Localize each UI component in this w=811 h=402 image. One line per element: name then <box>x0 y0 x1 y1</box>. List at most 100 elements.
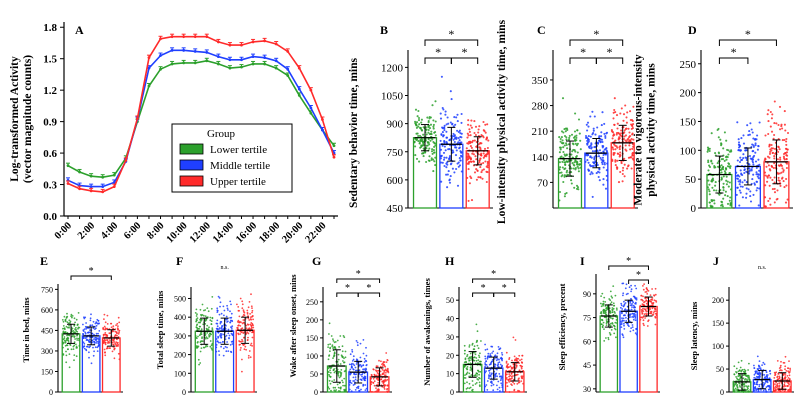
scatter-dot-lower <box>430 157 433 160</box>
scatter-dot-lower <box>195 318 198 321</box>
significance-label: * <box>89 266 94 277</box>
scatter-dot-middle <box>755 180 759 183</box>
scatter-dot-upper <box>237 324 240 327</box>
scatter-dot-middle <box>83 345 85 347</box>
scatter-dot-lower <box>727 153 730 156</box>
scatter-dot-middle <box>216 307 219 310</box>
scatter-dot-middle <box>484 362 486 364</box>
scatter-dot-middle <box>755 166 758 169</box>
scatter-dot-upper <box>781 176 784 179</box>
scatter-dot-middle <box>739 179 742 182</box>
scatter-dot-upper <box>117 328 119 331</box>
scatter-dot-middle <box>756 175 759 178</box>
scatter-dot-middle <box>445 141 448 144</box>
legend-label: Lower tertile <box>210 144 267 156</box>
scatter-dot-lower <box>63 339 66 342</box>
scatter-dot-middle <box>751 131 754 134</box>
scatter-dot-middle <box>356 359 359 361</box>
scatter-dot-lower <box>432 149 435 152</box>
scatter-dot-middle <box>353 373 355 375</box>
scatter-dot-middle <box>218 297 221 299</box>
data-point-lower <box>170 62 174 66</box>
scatter-dot-upper <box>377 388 380 391</box>
scatter-dot-upper <box>115 331 118 334</box>
scatter-dot-middle <box>453 116 456 119</box>
scatter-dot-lower <box>428 133 431 136</box>
scatter-dot-middle <box>218 313 221 316</box>
scatter-dot-upper <box>627 127 630 130</box>
scatter-dot-lower <box>335 389 338 391</box>
scatter-dot-upper <box>109 340 111 342</box>
scatter-dot-upper <box>779 156 782 159</box>
scatter-dot-lower <box>740 369 743 372</box>
scatter-dot-middle <box>748 167 751 170</box>
scatter-dot-upper <box>470 160 473 163</box>
scatter-dot-lower <box>572 163 575 166</box>
scatter-dot-lower <box>563 128 566 131</box>
scatter-dot-lower <box>476 373 479 375</box>
scatter-dot-lower <box>332 338 334 340</box>
scatter-dot-lower <box>69 343 71 346</box>
scatter-dot-upper <box>482 161 485 165</box>
scatter-dot-middle <box>748 133 751 136</box>
scatter-dot-upper <box>118 321 121 324</box>
scatter-dot-upper <box>623 135 626 138</box>
scatter-dot-middle <box>218 350 220 352</box>
scatter-dot-lower <box>341 350 344 353</box>
scatter-dot-upper <box>613 97 616 100</box>
scatter-dot-lower <box>64 320 67 323</box>
scatter-dot-lower <box>418 160 421 163</box>
scatter-dot-middle <box>460 121 463 124</box>
scatter-dot-middle <box>758 187 761 190</box>
scatter-dot-middle <box>748 154 752 158</box>
scatter-dot-upper <box>654 307 656 309</box>
scatter-dot-middle <box>486 357 489 360</box>
scatter-dot-lower <box>565 160 568 163</box>
scatter-dot-middle <box>763 383 766 386</box>
scatter-dot-upper <box>370 377 373 380</box>
y-tick-label: 100 <box>306 352 318 361</box>
scatter-dot-lower <box>716 165 720 168</box>
scatter-dot-middle <box>362 352 365 355</box>
scatter-dot-middle <box>596 163 599 167</box>
scatter-dot-lower <box>332 369 335 371</box>
scatter-dot-upper <box>104 333 107 336</box>
scatter-dot-middle <box>90 313 92 316</box>
y-tick-label: 45 <box>583 361 591 370</box>
panel-letter: H <box>445 254 455 268</box>
scatter-dot-lower <box>63 327 66 330</box>
scatter-dot-lower <box>422 144 425 147</box>
scatter-dot-lower <box>62 342 64 345</box>
scatter-dot-lower <box>729 188 733 191</box>
scatter-dot-lower <box>738 369 741 371</box>
scatter-dot-upper <box>243 311 246 314</box>
scatter-dot-lower <box>415 126 418 129</box>
scatter-dot-upper <box>473 131 476 135</box>
scatter-dot-upper <box>103 340 106 343</box>
scatter-dot-upper <box>242 309 245 312</box>
scatter-dot-upper <box>515 365 518 368</box>
scatter-dot-middle <box>86 345 89 348</box>
scatter-dot-upper <box>113 347 116 349</box>
scatter-dot-upper <box>773 371 776 374</box>
scatter-dot-middle <box>584 160 587 163</box>
scatter-dot-lower <box>474 362 477 365</box>
scatter-dot-lower <box>477 347 480 350</box>
scatter-dot-upper <box>782 169 785 172</box>
scatter-dot-upper <box>773 187 776 190</box>
scatter-dot-middle <box>84 337 86 339</box>
data-point-middle <box>309 106 313 110</box>
scatter-dot-lower <box>577 118 581 121</box>
scatter-dot-middle <box>605 174 608 177</box>
scatter-dot-middle <box>738 204 741 207</box>
scatter-dot-lower <box>342 360 344 362</box>
scatter-dot-lower <box>615 336 617 339</box>
scatter-dot-lower <box>204 337 207 340</box>
scatter-dot-lower <box>76 339 79 341</box>
scatter-dot-lower <box>425 128 428 131</box>
scatter-dot-lower <box>65 354 68 357</box>
scatter-dot-middle <box>355 340 358 342</box>
scatter-dot-middle <box>742 142 746 145</box>
y-tick-label: 600 <box>387 175 404 187</box>
series-line-middle <box>67 49 335 188</box>
